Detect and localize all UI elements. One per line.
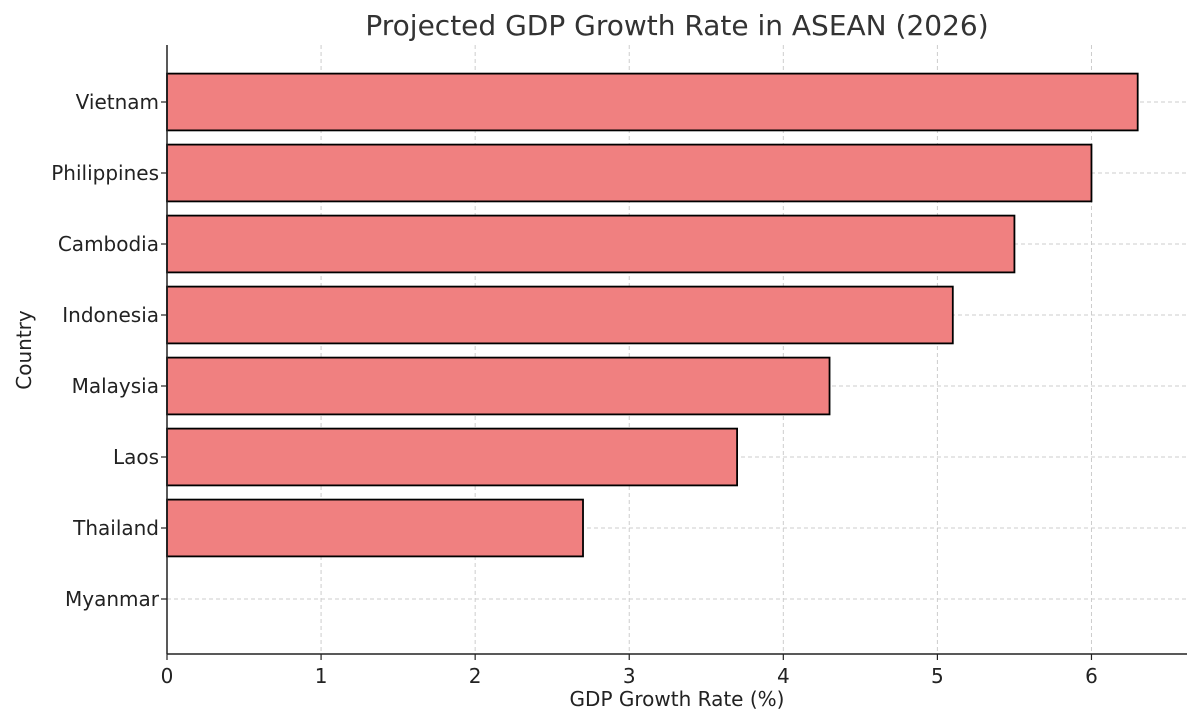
y-tick-label: Cambodia: [58, 232, 159, 256]
x-tick-label: 5: [931, 664, 944, 688]
bar-thailand: [166, 498, 584, 558]
y-tick-label: Malaysia: [72, 374, 159, 398]
bar-malaysia: [166, 356, 831, 416]
grid: [166, 45, 1187, 654]
y-axis-label: Country: [12, 310, 36, 390]
x-tick-label: 6: [1085, 664, 1098, 688]
bar-cambodia: [166, 214, 1016, 274]
y-tick-label: Laos: [113, 445, 159, 469]
chart-title: Projected GDP Growth Rate in ASEAN (2026…: [365, 9, 988, 42]
bar-philippines: [166, 143, 1093, 203]
bar-indonesia: [166, 285, 954, 345]
x-tick-label: 4: [777, 664, 790, 688]
x-tick-label: 1: [315, 664, 328, 688]
bars: [166, 72, 1139, 558]
x-tick-label: 0: [161, 664, 174, 688]
y-tick-label: Philippines: [51, 161, 159, 185]
x-axis-label: GDP Growth Rate (%): [570, 687, 785, 711]
bar-vietnam: [166, 72, 1139, 132]
y-tick-label: Myanmar: [65, 587, 160, 611]
axes: 0 1 2 3 4 5 6 Vietnam Philippines Cambodia Indones…: [51, 45, 1187, 688]
bar-laos: [166, 427, 738, 487]
x-tick-label: 2: [469, 664, 482, 688]
y-tick-label: Indonesia: [62, 303, 159, 327]
y-tick-label: Vietnam: [76, 90, 159, 114]
x-tick-label: 3: [623, 664, 636, 688]
y-tick-label: Thailand: [72, 516, 159, 540]
